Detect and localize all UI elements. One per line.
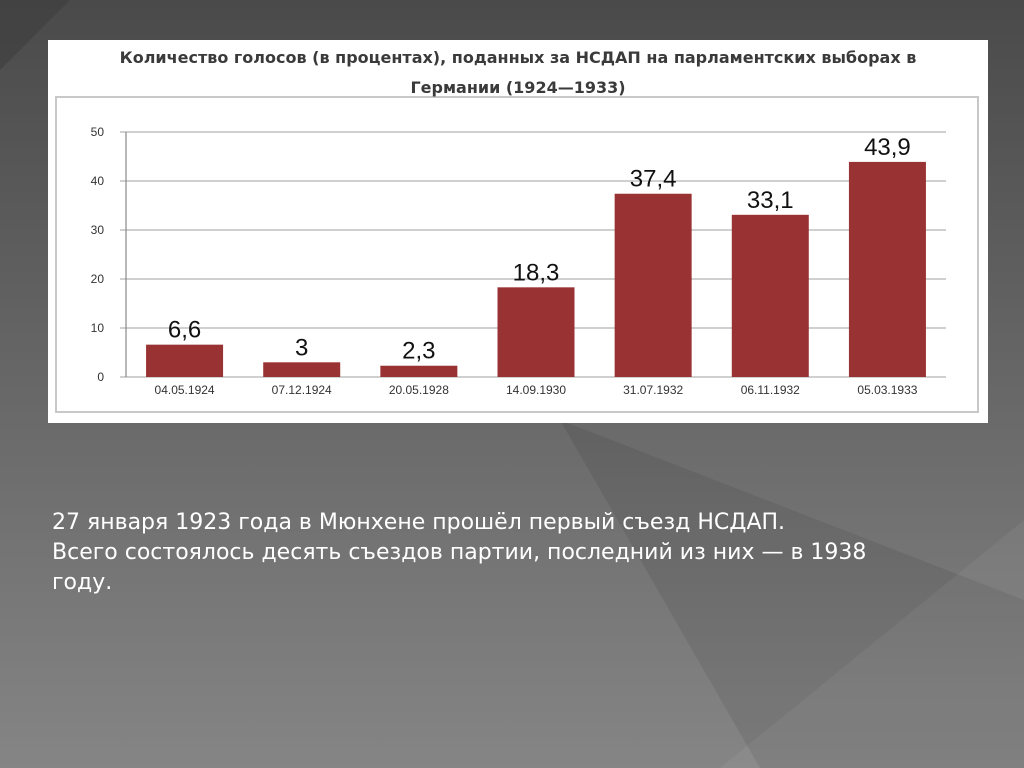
caption-line-3: году. (52, 570, 113, 595)
chart-title-line-2: Германии (1924—1933) (410, 78, 626, 97)
x-tick-label: 06.11.1932 (741, 383, 800, 397)
y-tick-label: 50 (91, 125, 105, 139)
bar-chart: 0 10 20 30 40 50 6,6 04.05.1924 3 07.12.1924 2,3 20… (55, 96, 979, 413)
y-tick-label: 0 (97, 370, 104, 384)
bar-value-label: 3 (295, 334, 308, 361)
x-tick-label: 31.07.1932 (623, 383, 683, 397)
bar-value-label: 33,1 (747, 187, 794, 214)
bar (380, 365, 458, 377)
bar (731, 214, 809, 377)
bar-value-label: 18,3 (513, 259, 560, 286)
bar (848, 161, 926, 377)
bar-value-label: 43,9 (864, 134, 911, 161)
bar-value-label: 6,6 (168, 317, 201, 344)
y-tick-label: 20 (91, 272, 105, 286)
caption-line-2: Всего состоялось десять съездов партии, … (52, 540, 867, 565)
y-tick-label: 30 (91, 223, 105, 237)
chart-title-line-1: Количество голосов (в процентах), поданн… (119, 48, 917, 67)
bar (263, 362, 341, 377)
bar-value-label: 37,4 (630, 166, 677, 193)
bar (146, 344, 224, 377)
bar (497, 287, 575, 377)
bar (614, 193, 692, 377)
y-tick-label: 40 (91, 174, 105, 188)
x-tick-label: 14.09.1930 (506, 383, 566, 397)
slide-caption: 27 января 1923 года в Мюнхене прошёл пер… (52, 508, 952, 598)
x-tick-label: 04.05.1924 (155, 383, 215, 397)
x-tick-label: 05.03.1933 (857, 383, 917, 397)
x-tick-label: 07.12.1924 (272, 383, 332, 397)
y-tick-label: 10 (91, 321, 105, 335)
chart-panel: 0 10 20 30 40 50 6,6 04.05.1924 3 07.12.1924 2,3 20… (48, 40, 988, 423)
bar-value-label: 2,3 (402, 338, 435, 365)
x-tick-label: 20.05.1928 (389, 383, 449, 397)
caption-line-1: 27 января 1923 года в Мюнхене прошёл пер… (52, 510, 786, 535)
chart-title: Количество голосов (в процентах), поданн… (48, 43, 988, 103)
